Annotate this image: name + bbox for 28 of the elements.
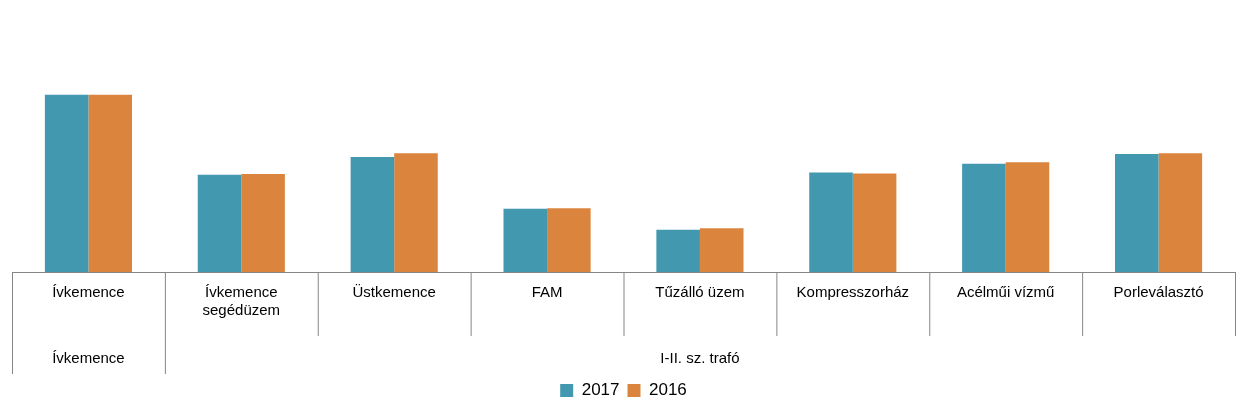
bar <box>1158 153 1203 272</box>
bar <box>241 174 285 272</box>
bar <box>1114 154 1159 272</box>
bar <box>547 208 591 272</box>
x-tick-label: Ívkemence <box>52 283 125 301</box>
x-tick-label: FAM <box>531 283 563 301</box>
x-tick-label: Üstkemence <box>352 283 436 301</box>
x-tick-label: Porleválasztó <box>1113 283 1204 301</box>
bar <box>44 94 89 272</box>
bar <box>197 174 242 272</box>
bar <box>88 94 133 272</box>
text: I-II. sz. trafó <box>660 349 740 367</box>
bar <box>394 153 438 272</box>
bar <box>350 156 395 272</box>
x-tick-label: Kompresszorház <box>796 283 910 301</box>
x-tick-label: Tűzálló üzem <box>655 283 745 301</box>
bar <box>1005 162 1050 272</box>
bar <box>503 208 548 272</box>
bar <box>852 173 897 272</box>
x-tick-label: Acélműi vízmű <box>956 283 1055 301</box>
text: Ívkemence <box>52 349 125 367</box>
bar <box>699 228 744 272</box>
x-tick-label: Ívkemence segédüzem <box>202 283 281 319</box>
legend-label: 2016 <box>649 380 687 400</box>
bar <box>809 172 853 272</box>
bar <box>962 163 1006 272</box>
bar <box>656 229 700 272</box>
legend-label: 2017 <box>581 380 620 400</box>
